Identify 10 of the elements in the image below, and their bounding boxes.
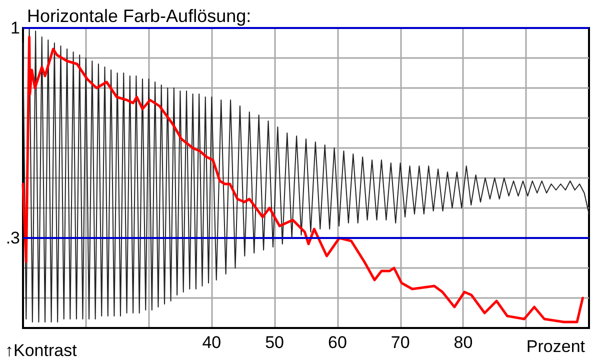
x-tick-label: 70 (390, 333, 410, 352)
y-tick-label: .3 (6, 228, 20, 248)
chart-title: Horizontale Farb-Auflösung: (27, 6, 252, 26)
y-axis-title: ↑Kontrast (5, 341, 78, 360)
x-tick-label: 60 (328, 333, 347, 352)
x-tick-label: 40 (202, 333, 222, 352)
y-tick-label: 1 (10, 18, 20, 38)
x-axis-title: Prozent (526, 337, 586, 356)
x-tick-label: 80 (454, 333, 473, 352)
x-tick-label: 50 (265, 333, 284, 352)
